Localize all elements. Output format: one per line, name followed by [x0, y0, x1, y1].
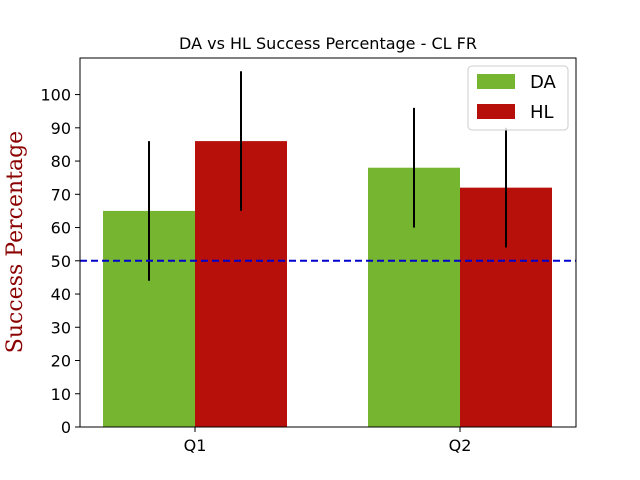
y-tick-label: 30	[51, 318, 71, 337]
plot-area: 0 10 20 30 40 50 60 70 80 90 100 Q1 Q2	[40, 71, 576, 455]
y-axis-label: Success Percentage	[3, 131, 28, 353]
y-tick-label: 90	[51, 119, 71, 138]
y-tick-label: 100	[40, 86, 71, 105]
y-tick-label: 10	[51, 385, 71, 404]
legend-label-hl: HL	[530, 102, 554, 123]
y-tick-label: 0	[61, 418, 71, 437]
axes-frame	[79, 57, 577, 428]
legend: DA HL	[467, 65, 569, 131]
y-tick-label: 40	[51, 285, 71, 304]
y-tick-label: 60	[51, 219, 71, 238]
y-tick-label: 20	[51, 352, 71, 371]
y-tick-label: 80	[51, 152, 71, 171]
legend-swatch-da	[477, 74, 515, 89]
x-tick-label: Q2	[449, 436, 472, 455]
y-tick-label: 50	[51, 252, 71, 271]
legend-swatch-hl	[477, 104, 515, 119]
chart-title: DA vs HL Success Percentage - CL FR	[179, 34, 477, 53]
y-tick-label: 70	[51, 185, 71, 204]
legend-label-da: DA	[530, 72, 557, 93]
x-tick-label: Q1	[184, 436, 207, 455]
